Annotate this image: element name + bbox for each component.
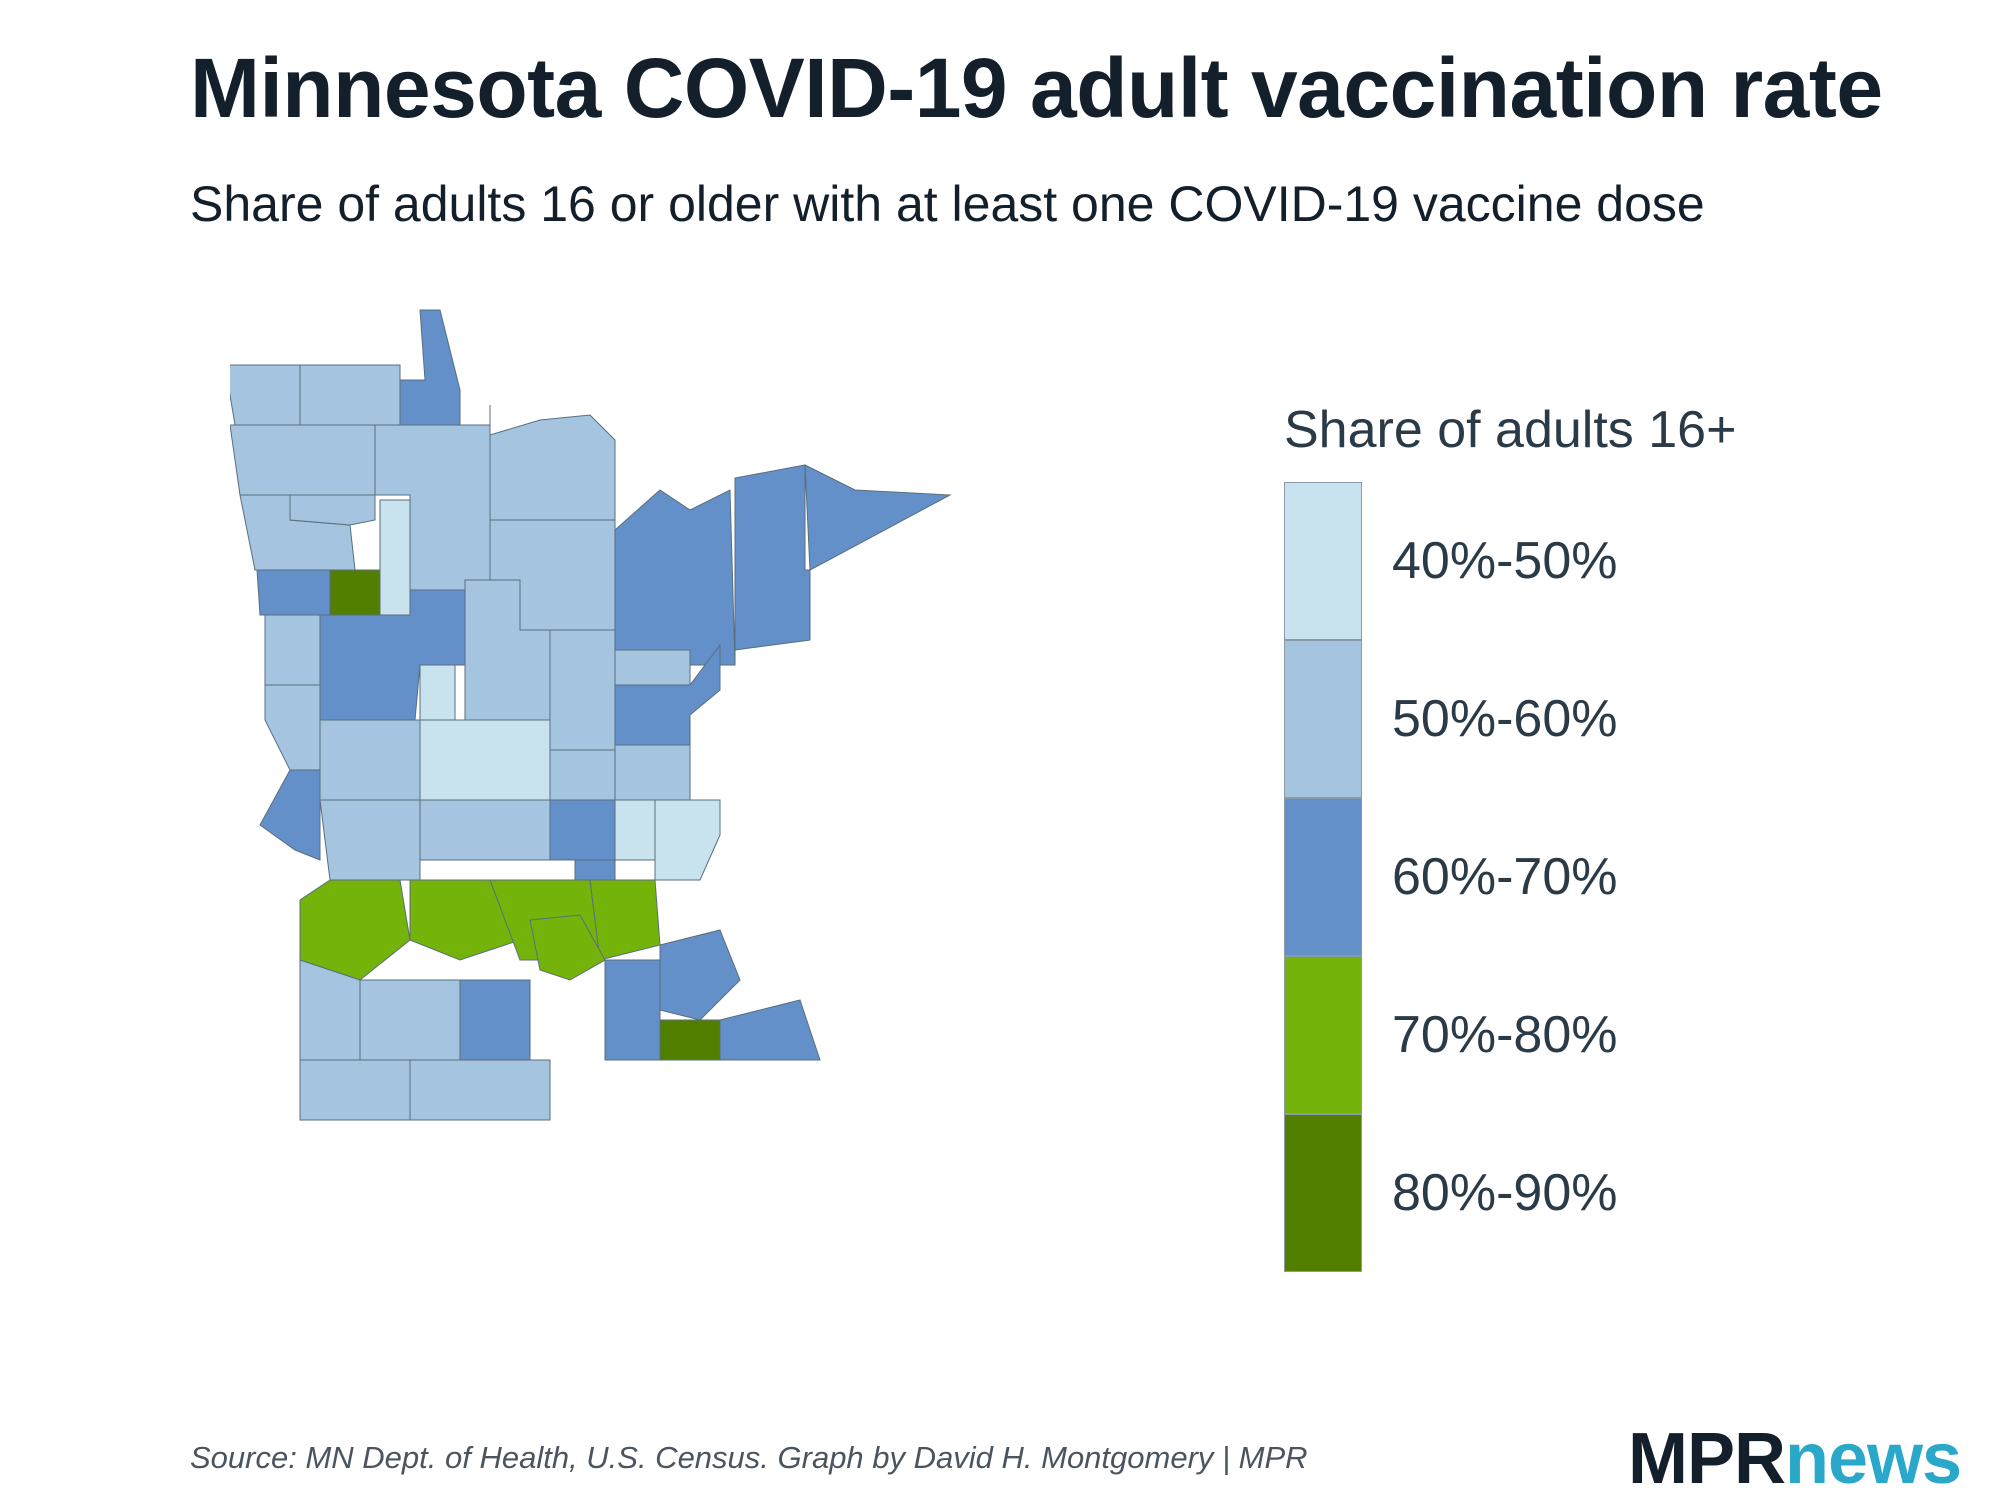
legend-item: 40%-50% xyxy=(1284,482,1704,640)
county-region xyxy=(319,799,421,881)
legend-label: 40%-50% xyxy=(1392,532,1618,590)
county-region xyxy=(804,464,952,571)
mpr-news-logo: MPRnews xyxy=(1628,1418,1962,1500)
legend-item: 50%-60% xyxy=(1284,640,1704,798)
county-region xyxy=(734,464,811,665)
legend-swatch-50-60 xyxy=(1284,640,1362,798)
county-region xyxy=(259,769,321,861)
source-note: Source: MN Dept. of Health, U.S. Census.… xyxy=(190,1440,1308,1475)
county-region xyxy=(256,569,331,616)
minnesota-map xyxy=(230,300,1230,1380)
county-region xyxy=(589,879,661,961)
county-region xyxy=(614,643,721,746)
county-region xyxy=(299,1059,411,1121)
county-region xyxy=(419,719,551,801)
county-region xyxy=(549,749,616,801)
county-region xyxy=(264,684,321,771)
county-region xyxy=(419,799,551,861)
county-region xyxy=(614,744,691,801)
county-region xyxy=(319,719,421,801)
county-region xyxy=(359,979,461,1061)
legend-label: 70%-80% xyxy=(1392,1006,1618,1064)
county-region xyxy=(459,979,531,1061)
logo-news: news xyxy=(1785,1419,1962,1499)
legend-swatch-80-90 xyxy=(1284,1114,1362,1272)
county-region xyxy=(409,1059,551,1121)
legend-swatch-70-80 xyxy=(1284,956,1362,1114)
county-region xyxy=(549,799,616,861)
county-region xyxy=(230,424,376,496)
county-region xyxy=(329,569,381,616)
county-map-svg xyxy=(230,309,952,1121)
county-region xyxy=(264,614,321,686)
legend-label: 80%-90% xyxy=(1392,1164,1618,1222)
legend-item: 70%-80% xyxy=(1284,956,1704,1114)
county-region xyxy=(549,629,616,751)
chart-subtitle: Share of adults 16 or older with at leas… xyxy=(190,176,1705,232)
county-region xyxy=(604,959,661,1061)
county-region xyxy=(489,405,616,531)
legend: 40%-50% 50%-60% 60%-70% 70%-80% 80%-90% xyxy=(1284,482,1704,1272)
county-region xyxy=(659,1019,721,1061)
legend-item: 60%-70% xyxy=(1284,798,1704,956)
county-region xyxy=(654,799,721,881)
legend-item: 80%-90% xyxy=(1284,1114,1704,1272)
county-region xyxy=(719,999,821,1061)
legend-swatch-40-50 xyxy=(1284,482,1362,640)
legend-label: 60%-70% xyxy=(1392,848,1618,906)
county-region xyxy=(230,364,301,426)
legend-swatch-60-70 xyxy=(1284,798,1362,956)
logo-mpr: MPR xyxy=(1628,1419,1786,1499)
county-region xyxy=(379,499,411,616)
county-region xyxy=(574,859,616,881)
county-region xyxy=(409,879,521,961)
chart-title: Minnesota COVID-19 adult vaccination rat… xyxy=(190,41,1883,135)
county-region xyxy=(614,489,736,666)
county-region xyxy=(419,664,456,721)
county-region xyxy=(299,364,401,426)
legend-label: 50%-60% xyxy=(1392,690,1618,748)
county-region xyxy=(529,914,606,981)
county-region xyxy=(659,929,741,1021)
county-region xyxy=(289,494,376,526)
legend-title: Share of adults 16+ xyxy=(1284,401,1737,459)
county-region xyxy=(614,799,656,861)
